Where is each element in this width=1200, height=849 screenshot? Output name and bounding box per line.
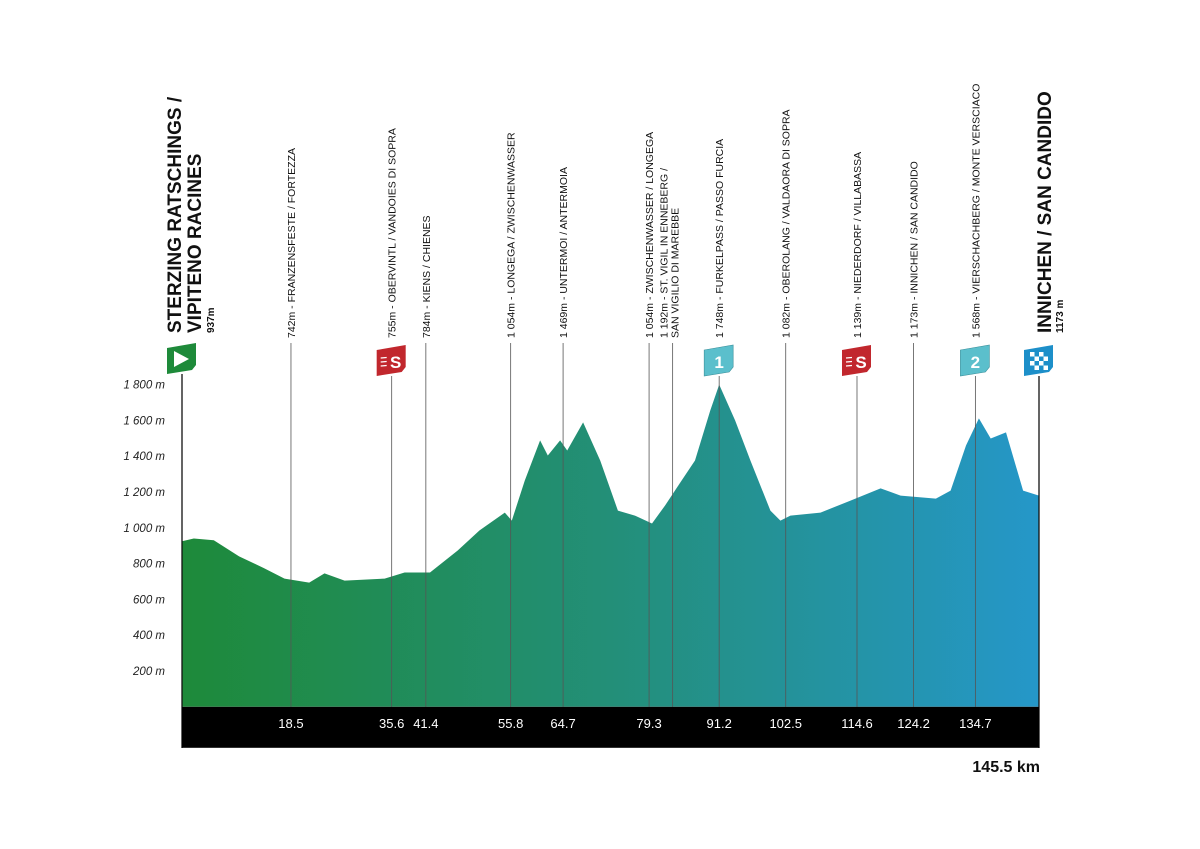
speed-lines: [380, 360, 387, 363]
checker-square: [1030, 352, 1035, 357]
km-tick-label: 55.8: [498, 716, 523, 731]
checker-square: [1030, 361, 1035, 366]
checker-square: [1034, 356, 1039, 361]
start-altitude: 937m: [206, 307, 217, 333]
waypoint-label: 1 192m - ST. VIGIL IN ENNEBERG /: [659, 168, 671, 338]
finish-altitude: 1173 m: [1055, 300, 1066, 333]
sprint-icon: S: [841, 345, 871, 376]
icon-badge: [703, 344, 734, 377]
checker-square: [1039, 352, 1044, 357]
y-tick-label: 1 000 m: [123, 523, 165, 535]
km-tick-label: 79.3: [636, 716, 661, 731]
km-tick-label: 83.3: [660, 753, 685, 768]
speed-lines: [845, 364, 853, 367]
icon-text: S: [390, 353, 401, 372]
checker-square: [1034, 365, 1039, 370]
km-tick-label: 18.5: [278, 716, 303, 731]
icon-text: S: [855, 353, 866, 372]
y-tick-label: 1 800 m: [123, 380, 165, 392]
waypoint-label: 1 054m - ZWISCHENWASSER / LONGEGA: [644, 132, 656, 338]
speed-lines: [380, 356, 387, 359]
speed-lines: [380, 364, 387, 367]
start-name-line2: VIPITENO RACINES: [185, 154, 206, 333]
waypoint-label: 1 139m - NIEDERDORF / VILLABASSA: [852, 152, 864, 338]
waypoint-label: 1 082m - OBEROLANG / VALDAORA DI SOPRA: [781, 109, 793, 338]
waypoint-label: 755m - OBERVINTL / VANDOIES DI SOPRA: [387, 128, 399, 338]
waypoint-label: 1 469m - UNTERMOI / ANTERMOIA: [558, 167, 570, 338]
play-triangle: [174, 351, 189, 367]
waypoint-label: 1 173m - INNICHEN / SAN CANDIDO: [909, 161, 921, 338]
waypoint-label: 784m - KIENS / CHIENES: [421, 215, 433, 338]
sprint-icon: S: [376, 345, 406, 376]
y-tick-label: 400 m: [133, 630, 165, 642]
waypoint-label: 1 568m - VIERSCHACHBERG / MONTE VERSCIAC…: [970, 84, 982, 338]
y-tick-label: 1 400 m: [123, 451, 165, 463]
y-tick-label: 1 600 m: [123, 415, 165, 427]
waypoint-label: 1 748m - FURKELPASS / PASSO FURCIA: [714, 139, 726, 338]
km-tick-label: 134.7: [959, 716, 992, 731]
y-tick-label: 800 m: [133, 559, 165, 571]
waypoint-label: 742m - FRANZENSFESTE / FORTEZZA: [286, 148, 298, 338]
total-distance-label: 145.5 km: [972, 759, 1040, 776]
checkered-flag-icon: [1024, 345, 1053, 376]
km-tick-label: 41.4: [413, 716, 438, 731]
km-tick-label: 102.5: [769, 716, 802, 731]
checker-square: [1039, 361, 1044, 366]
checker-square: [1043, 356, 1048, 361]
icon-badge: [376, 345, 406, 376]
kom-icon: 1: [703, 344, 734, 377]
speed-lines: [845, 360, 853, 363]
km-tick-label: 114.6: [841, 716, 873, 731]
kom-icon: 2: [960, 344, 990, 377]
waypoint-label: 1 054m - LONGEGA / ZWISCHENWASSER: [506, 132, 518, 338]
y-tick-label: 200 m: [132, 666, 165, 678]
icon-badge: [960, 344, 990, 377]
km-tick-label: 35.6: [379, 716, 404, 731]
start-name-line1: STERZING RATSCHINGS /: [165, 96, 186, 333]
y-tick-label: 1 200 m: [123, 487, 165, 499]
y-tick-label: 600 m: [133, 594, 165, 606]
km-tick-label: 91.2: [707, 716, 732, 731]
checker-square: [1043, 365, 1048, 370]
speed-lines: [845, 356, 853, 359]
elevation-profile-area: [182, 384, 1039, 707]
icon-text: 1: [714, 353, 723, 372]
start-flag-icon: [167, 343, 196, 374]
km-tick-label: 64.7: [550, 716, 575, 731]
icon-badge: [841, 345, 871, 376]
km-tick-label: 124.2: [897, 716, 930, 731]
distance-axis-bar: [182, 706, 1039, 748]
finish-name: INNICHEN / SAN CANDIDO: [1035, 91, 1056, 333]
waypoint-label: SAN VIGILIO DI MAREBBE: [670, 208, 682, 338]
icon-text: 2: [971, 353, 980, 372]
